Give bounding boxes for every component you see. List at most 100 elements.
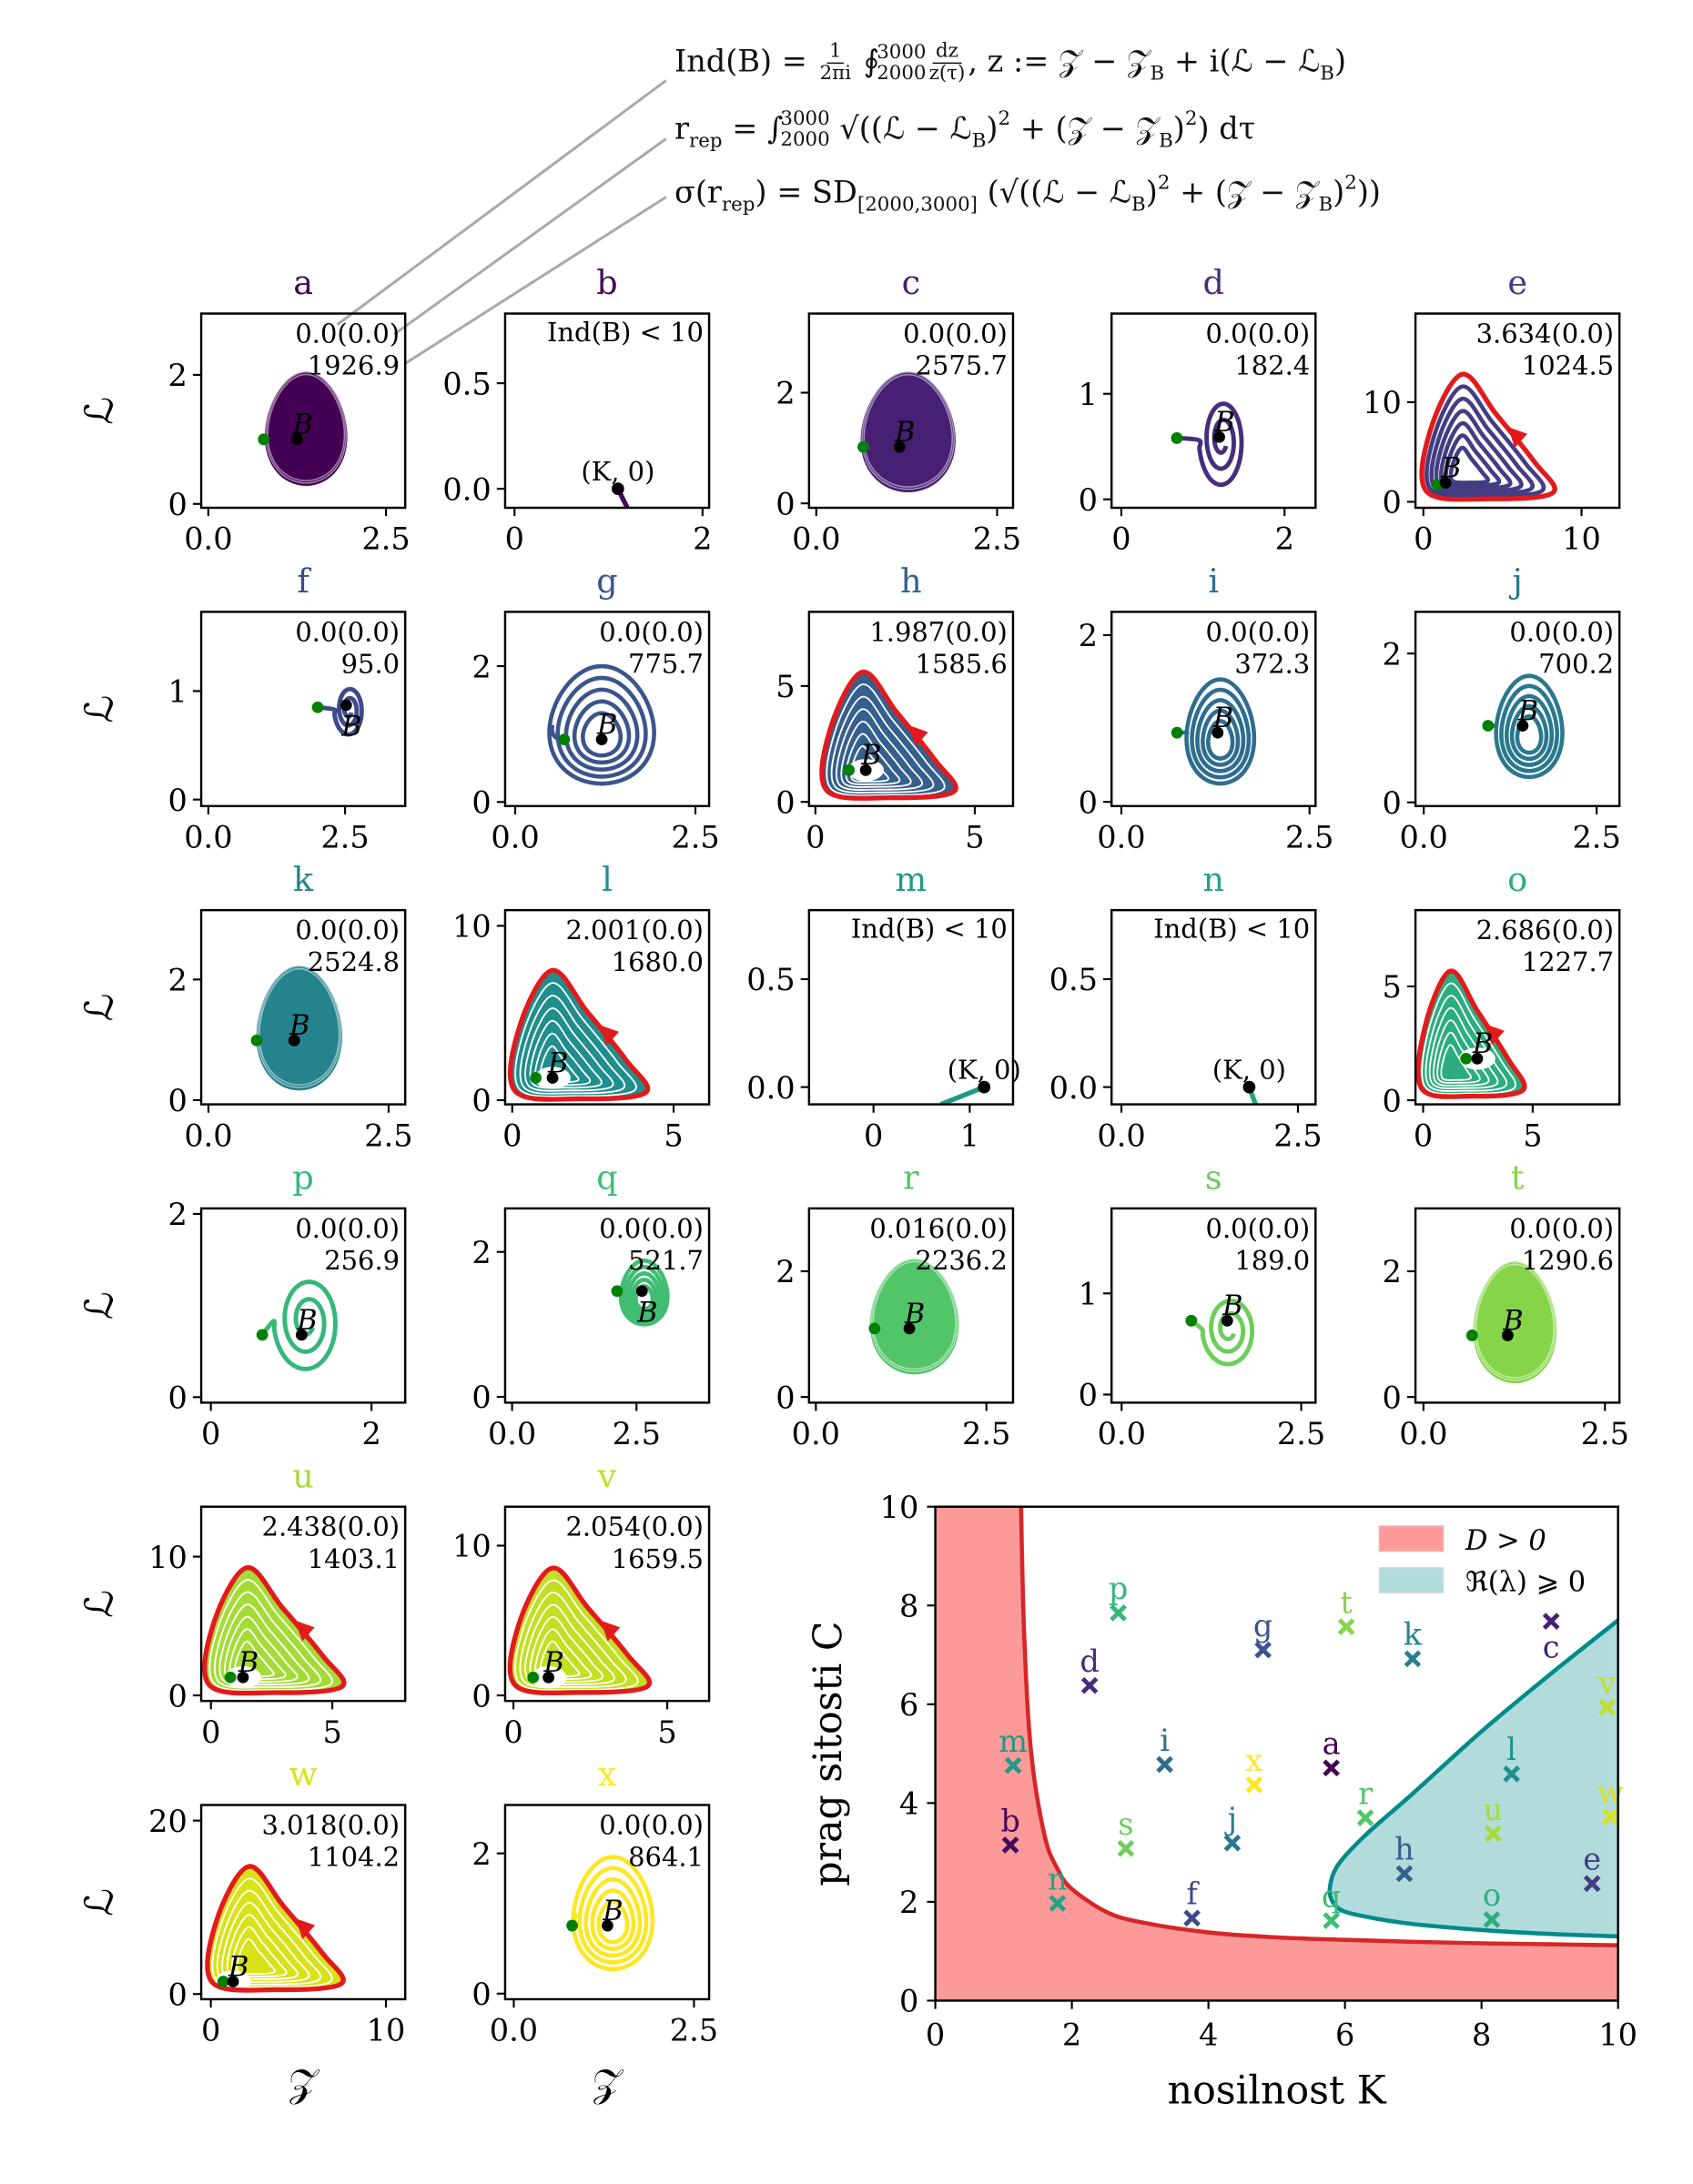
panel-content: [1465, 1260, 1557, 1383]
equilibrium-point-b: [542, 1671, 555, 1684]
inner-orbit: [216, 1889, 321, 1986]
equilibrium-point-b: [893, 440, 906, 453]
scatter-marker-i: [1156, 1755, 1173, 1774]
y-tick-label: 0: [899, 1984, 918, 2019]
rep-radius-value: 1585.6: [916, 648, 1008, 679]
x-tick-label: 0: [806, 820, 825, 855]
scatter-marker-m: [1004, 1756, 1022, 1774]
equilibrium-point-b: [859, 763, 872, 776]
y-tick-label: 0: [167, 1678, 187, 1714]
x-tick-label: 0: [503, 1714, 522, 1750]
stability-value: 0.0(0.0): [599, 1213, 704, 1244]
panel-frame: [1414, 312, 1621, 510]
panel-title: d: [1203, 263, 1224, 302]
panel-title: b: [596, 263, 617, 302]
x-tick-label: 2.5: [364, 1117, 412, 1153]
equilibrium-label: B: [1472, 1028, 1493, 1060]
x-tick-label: 0: [502, 1117, 522, 1153]
panel-content: [250, 966, 342, 1091]
orbit-line: [861, 371, 956, 490]
panel-content: [1171, 401, 1244, 488]
y-tick-label: 2: [471, 1235, 491, 1270]
panel-frame: [1110, 312, 1317, 510]
scatter-label-c: c: [1543, 1629, 1560, 1664]
index-note: Ind(B) < 10: [851, 914, 1008, 945]
stability-value: 2.686(0.0): [1476, 915, 1615, 945]
panel-content: [1482, 673, 1565, 780]
formula-part: 2: [1184, 107, 1198, 131]
stability-value: 0.0(0.0): [295, 616, 400, 647]
inner-orbit: [513, 1579, 639, 1692]
orbit-ring: [596, 1899, 630, 1945]
equilibrium-point-b: [546, 1072, 559, 1084]
scatter-marker-k: [1404, 1650, 1422, 1668]
orbit-ring: [1190, 687, 1252, 780]
x-tick-label: 2: [1275, 521, 1294, 557]
y-tick-label: 1: [1079, 377, 1098, 412]
equilibrium-point-b: [1213, 430, 1225, 443]
equilibrium-point-b: [602, 1919, 613, 1932]
panel-d: d 0.0(0.0)182.4B 0 2 0 1: [1079, 263, 1317, 557]
panel-v: v 2.054(0.0)1659.5 B 0 5 0 10: [452, 1456, 711, 1750]
formula-1: Ind(B) = 1 2πi ∮ 3000 2000 dz z(τ), z := 𝒵 − …: [674, 40, 1346, 86]
x-tick-label: 5: [965, 820, 984, 855]
scatter-label-r: r: [1358, 1775, 1374, 1811]
direction-arrow-icon: [1485, 1024, 1505, 1046]
panel-i: i 0.0(0.0)372.3B 0.0 2.5 0 2: [1079, 561, 1334, 855]
y-tick-label: 0: [776, 486, 795, 521]
panel-content: [868, 1259, 959, 1375]
orbit-filled-region: [869, 1259, 959, 1375]
legend: D > 0 ℜ(λ) ⩾ 0: [1378, 1525, 1586, 1599]
y-tick-label: 8: [899, 1588, 918, 1623]
panel-title: w: [289, 1754, 317, 1794]
equilibrium-point-b: [1221, 1314, 1233, 1327]
start-point: [1482, 720, 1495, 732]
formula-part: √((ℒ − ℒ: [829, 112, 972, 147]
panel-frame: [503, 1804, 711, 2001]
rep-radius-value: 1290.6: [1522, 1245, 1614, 1276]
panel-title: h: [900, 561, 922, 601]
x-tick-label: 5: [1523, 1117, 1542, 1153]
y-tick-label: 10: [880, 1490, 919, 1525]
y-tick-label: 0: [1383, 785, 1402, 821]
y-tick-label: 0: [167, 1977, 187, 2012]
start-point: [843, 763, 856, 776]
equilibrium-label: B: [636, 1297, 657, 1329]
panel-frame: [199, 1804, 407, 2001]
scatter-label-n: n: [1048, 1861, 1068, 1896]
y-tick-label: 2: [167, 963, 187, 998]
equilibrium-label: B: [228, 1951, 248, 1983]
y-tick-label: 0: [776, 1380, 795, 1415]
panel-title: e: [1507, 263, 1527, 302]
equilibrium-label: B: [1213, 407, 1234, 439]
panel-frame: [503, 312, 711, 510]
x-tick-label: 2.5: [1572, 820, 1620, 855]
scatter-label-d: d: [1080, 1643, 1099, 1679]
panel-title: l: [602, 860, 613, 899]
x-tick-label: 2.5: [320, 820, 369, 855]
equilibrium-point-b: [903, 1322, 916, 1335]
panel-title: q: [596, 1158, 617, 1198]
equilibrium-label: B: [296, 1305, 317, 1337]
inner-orbit: [524, 1007, 614, 1092]
formula-part: + (𝒵 − 𝒵: [1010, 112, 1160, 147]
panel-title: s: [1205, 1158, 1222, 1198]
y-tick-label: 0: [471, 1380, 491, 1415]
orbit-filled-region: [264, 371, 348, 486]
y-axis-label: ℒ: [76, 1888, 122, 1916]
panel-m: m (K, 0) Ind(B) < 10 0 1 0.0 0.5: [746, 860, 1021, 1154]
rep-radius-value: 2236.2: [916, 1245, 1008, 1276]
x-tick-label: 0.0: [1097, 1117, 1145, 1153]
formula-part: 3000 2000: [877, 40, 927, 85]
formula-part: ∮: [854, 45, 880, 80]
panel-content: [612, 482, 630, 509]
formula-part: 2: [998, 107, 1011, 131]
panel-content: [1242, 1080, 1258, 1105]
x-tick-label: 5: [657, 1714, 676, 1750]
start-point: [857, 440, 869, 453]
formula-part: = ∫: [722, 112, 784, 147]
equilibrium-point-b: [295, 1329, 308, 1341]
scatter-label-q: q: [1322, 1878, 1341, 1914]
legend-swatch-re-lambda: [1378, 1567, 1445, 1594]
formula-part: 2: [1157, 172, 1171, 195]
